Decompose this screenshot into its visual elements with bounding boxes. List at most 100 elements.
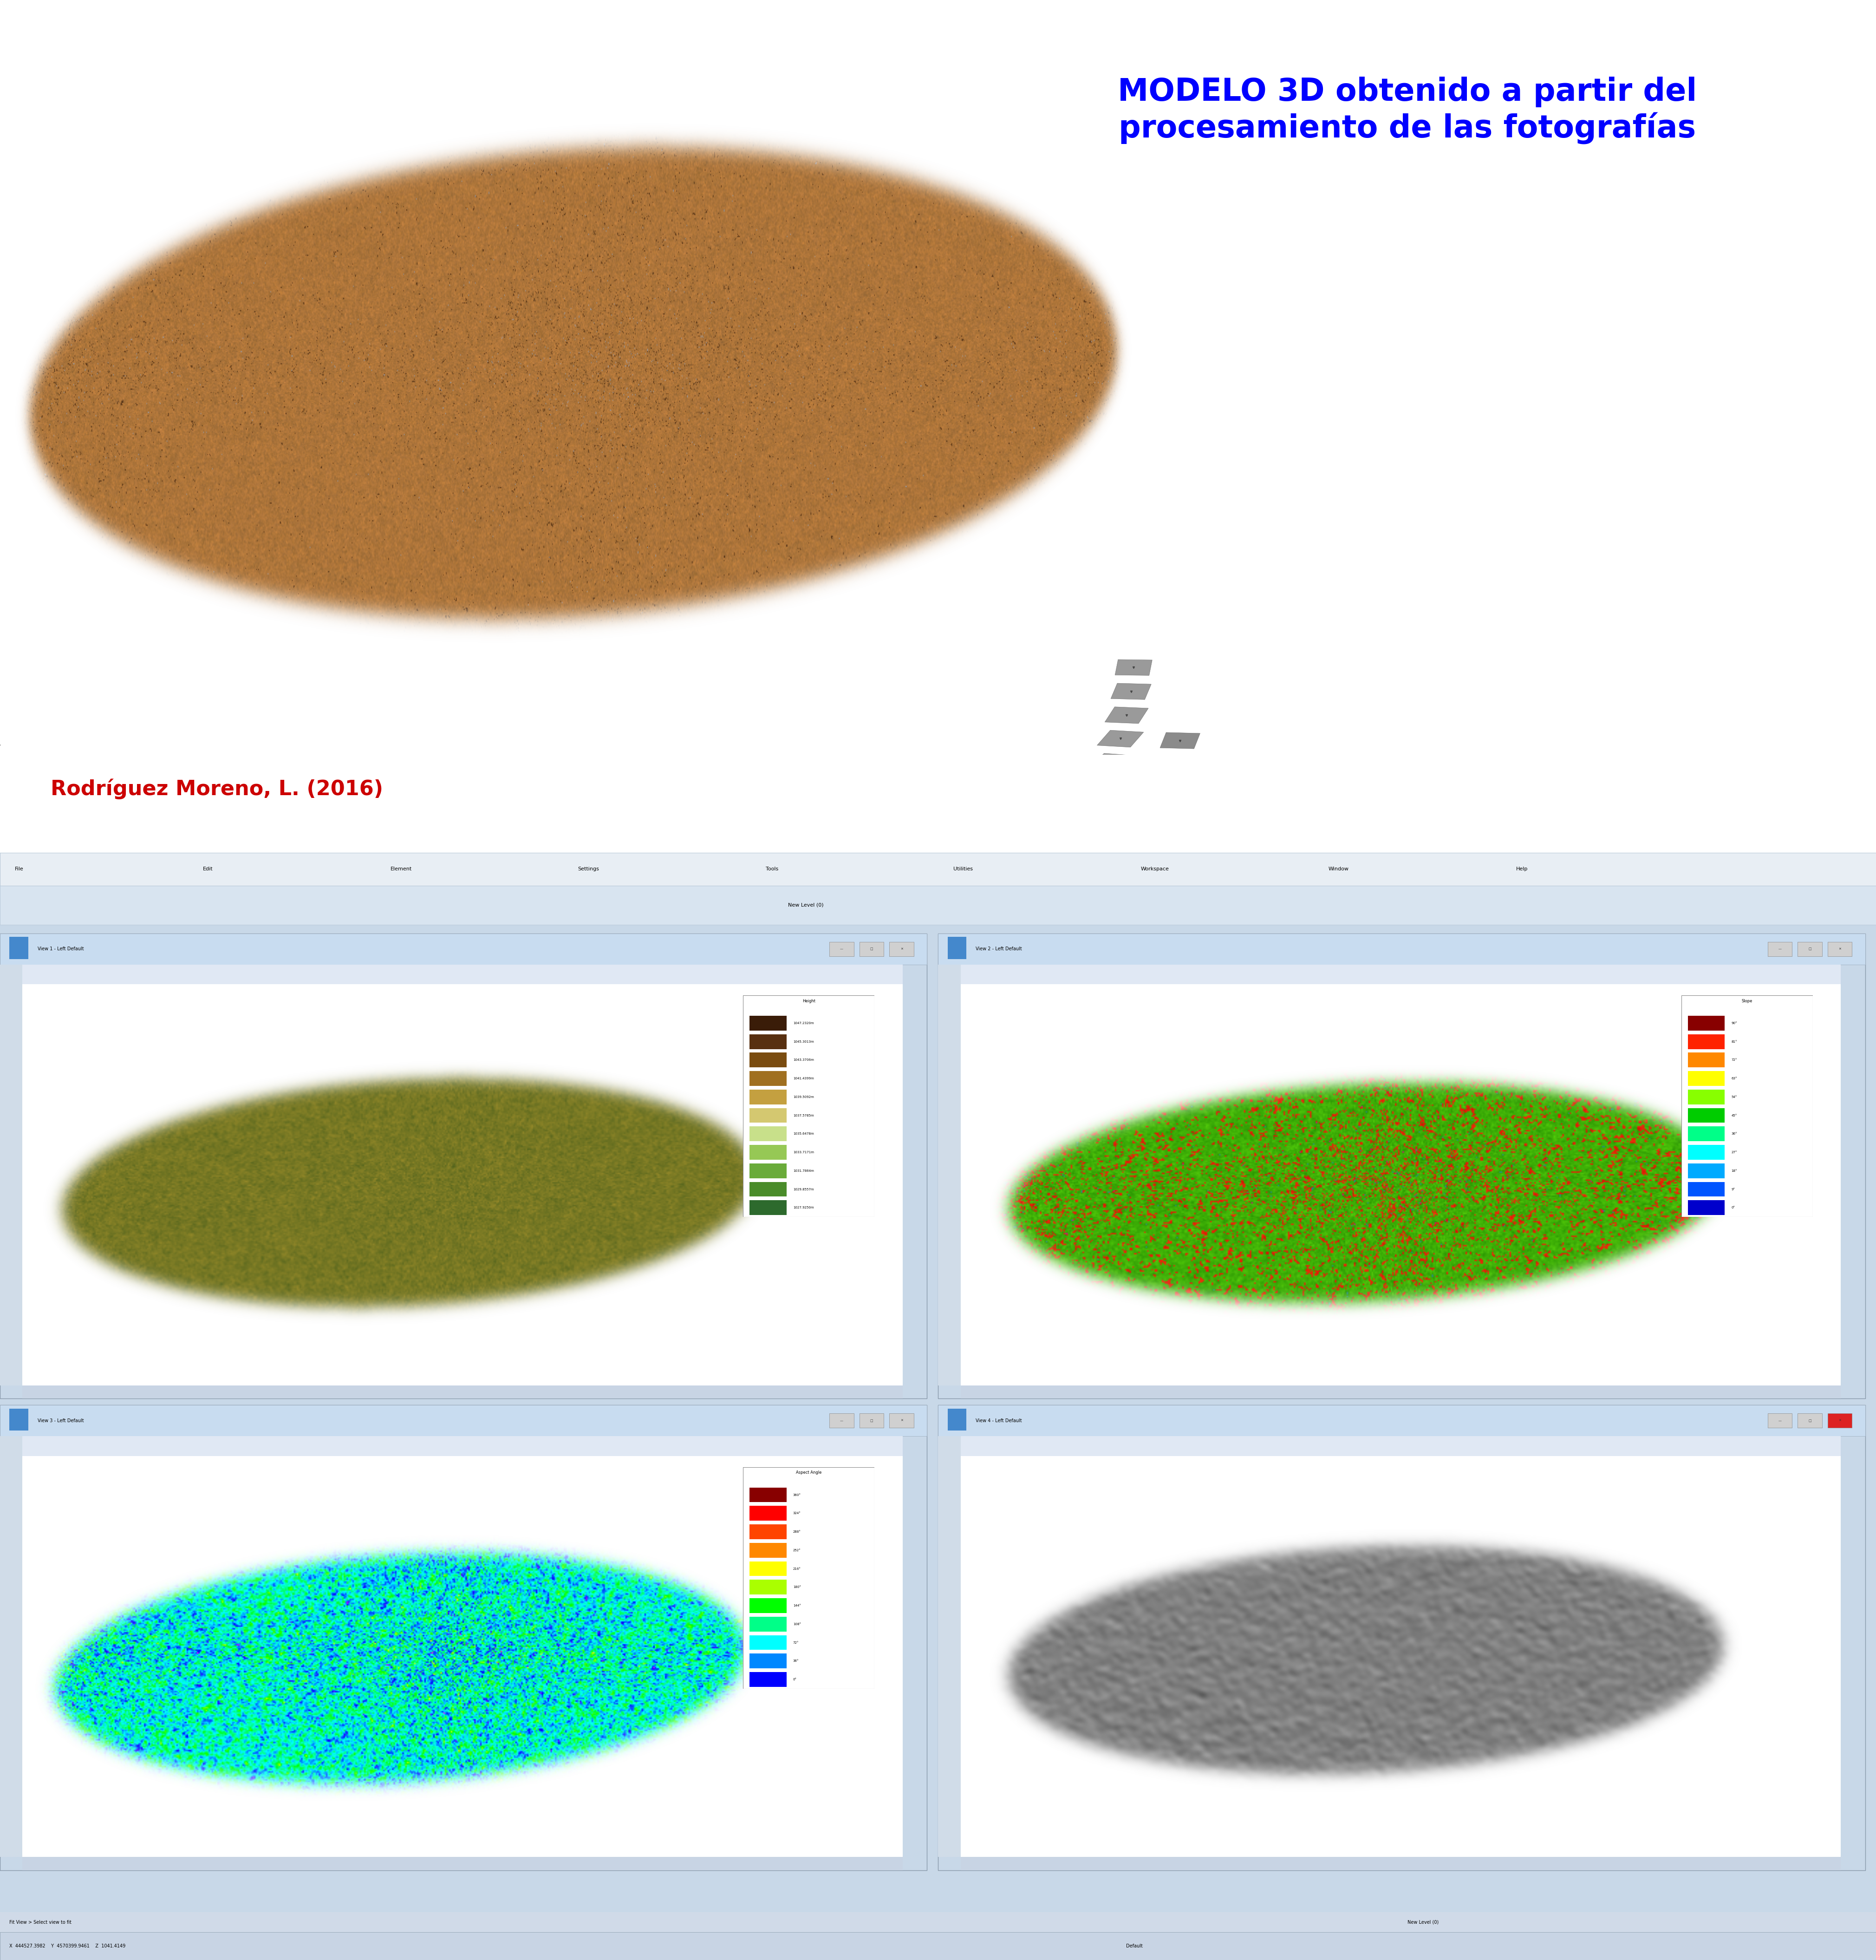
Polygon shape [739,1033,809,1047]
Polygon shape [484,1066,548,1076]
Text: □: □ [870,1419,872,1423]
Text: 45°: 45° [1732,1113,1737,1117]
Polygon shape [1064,798,1118,815]
Polygon shape [450,1064,516,1074]
Polygon shape [289,1033,358,1047]
Text: Aspect Angle: Aspect Angle [795,1470,822,1474]
Bar [749,1543,786,1558]
Bar [1688,1200,1724,1215]
Text: 1029.8557m: 1029.8557m [794,1188,814,1190]
Text: View 3 - Left Default: View 3 - Left Default [38,1419,84,1423]
Text: □: □ [1808,1419,1810,1423]
Bar [1688,1107,1724,1123]
Polygon shape [518,1068,580,1076]
Polygon shape [930,937,998,955]
Polygon shape [737,1141,805,1152]
Text: □: □ [1808,947,1810,951]
Bar [938,933,1865,964]
Text: 288°: 288° [794,1531,801,1533]
Bar [1767,1413,1792,1429]
Polygon shape [1111,684,1152,700]
Polygon shape [306,1129,375,1143]
Polygon shape [240,1103,310,1119]
Text: 63°: 63° [1732,1078,1737,1080]
Polygon shape [377,1149,445,1162]
Text: —: — [1778,947,1780,951]
Polygon shape [32,947,94,964]
Bar [938,1437,961,1856]
Bar [938,1405,1865,1437]
Polygon shape [645,1054,713,1066]
Text: Fit View > Select view to fit: Fit View > Select view to fit [9,1921,71,1925]
Text: 18°: 18° [1732,1170,1737,1172]
Text: Height: Height [803,1000,814,1004]
Text: 144°: 144° [794,1603,801,1607]
Bar [0,1437,23,1856]
Polygon shape [1154,760,1197,778]
Polygon shape [1105,708,1148,723]
Polygon shape [1097,731,1142,747]
Polygon shape [208,1090,280,1105]
Text: Settings: Settings [578,866,598,872]
Polygon shape [1159,733,1201,749]
Polygon shape [955,1035,1022,1053]
Polygon shape [677,1049,745,1062]
Polygon shape [1088,753,1137,770]
Text: Window: Window [1328,866,1349,872]
Bar [749,1617,786,1631]
Bar [0,1933,1876,1960]
Bar [961,1856,1840,1870]
Text: 324°: 324° [794,1511,801,1515]
Polygon shape [769,1023,839,1037]
Bar [859,1413,884,1429]
Text: View 4 - Left Default: View 4 - Left Default [976,1419,1022,1423]
Bar [749,1488,786,1501]
Polygon shape [880,970,949,986]
Text: ✕: ✕ [1838,947,1840,951]
Text: 360°: 360° [794,1494,801,1495]
Polygon shape [416,1060,484,1072]
Text: 0°: 0° [1732,1205,1735,1209]
Bar [0,933,927,964]
Polygon shape [1030,970,1094,988]
Bar [1827,1413,1852,1429]
Bar [938,964,961,1386]
Polygon shape [99,937,167,955]
Polygon shape [854,984,923,1002]
Polygon shape [981,1015,1049,1033]
Polygon shape [1007,994,1071,1011]
Bar [749,1053,786,1068]
Polygon shape [1073,923,1131,941]
Bar [1688,1015,1724,1031]
Text: 1037.5785m: 1037.5785m [794,1113,814,1117]
Bar [1827,941,1852,956]
Bar [23,984,902,1386]
Polygon shape [803,1117,874,1133]
Polygon shape [837,1103,906,1119]
Text: —: — [840,947,842,951]
Polygon shape [6,841,66,858]
Bar [1688,1145,1724,1160]
Polygon shape [413,1156,480,1168]
Text: —: — [1778,1419,1780,1423]
Polygon shape [1144,790,1191,806]
Bar [0,1405,927,1437]
Bar [749,1090,786,1103]
Polygon shape [1077,776,1127,794]
Bar [0,1405,927,1870]
Polygon shape [797,1011,869,1025]
Polygon shape [1122,845,1174,862]
Bar [23,964,902,984]
Polygon shape [178,1072,248,1088]
Polygon shape [385,1054,452,1066]
Polygon shape [259,1023,328,1037]
Bar [829,1413,854,1429]
Polygon shape [148,970,218,986]
Text: 1027.9250m: 1027.9250m [794,1205,814,1209]
Bar [749,1070,786,1086]
Bar [1797,941,1822,956]
Polygon shape [0,817,11,835]
Polygon shape [15,923,73,941]
Polygon shape [996,882,1058,900]
Text: Utilities: Utilities [953,866,972,872]
